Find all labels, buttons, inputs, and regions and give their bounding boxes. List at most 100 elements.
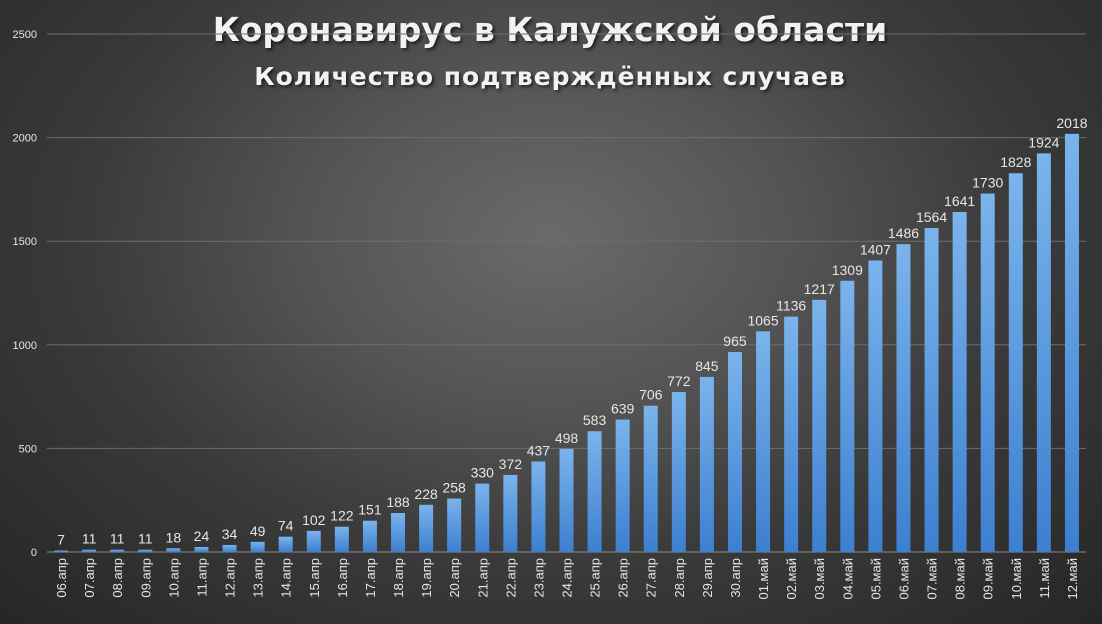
data-label: 498 [555,430,579,446]
x-tick-label: 29.апр [700,558,715,598]
x-tick-label: 08.май [953,558,968,600]
bar-06.апр [54,550,69,552]
x-tick-label: 01.май [756,558,771,600]
x-tick-label: 02.май [784,558,799,600]
bar-10.апр [166,548,181,552]
x-tick-label: 14.апр [279,558,294,598]
data-label: 1641 [944,193,975,209]
x-tick-label: 09.апр [138,558,153,598]
y-tick-label: 0 [31,547,37,559]
bar-08.апр [110,549,125,552]
x-tick-label: 03.май [812,558,827,600]
bar-19.апр [419,504,434,552]
data-label: 34 [222,526,238,542]
bar-03.май [812,299,827,552]
bar-11.апр [194,547,209,552]
x-tick-label: 22.апр [503,558,518,598]
x-tick-label: 12.май [1065,558,1080,600]
x-tick-label: 11.май [1037,558,1052,599]
data-label: 639 [611,401,635,417]
data-label: 11 [138,531,153,547]
data-label: 49 [250,523,266,539]
data-label: 1486 [888,225,919,241]
bar-27.апр [643,405,658,552]
bar-12.апр [222,544,237,552]
bar-09.апр [138,549,153,552]
bar-20.апр [447,498,462,552]
data-label: 1924 [1028,134,1059,150]
data-label: 258 [442,480,466,496]
bar-01.май [756,331,771,552]
bar-09.май [980,193,995,552]
x-tick-label: 19.апр [419,558,434,598]
x-tick-label: 30.апр [728,558,743,598]
x-tick-label: 28.апр [672,558,687,598]
bar-06.май [896,244,911,552]
bar-30.апр [727,352,742,552]
bar-15.апр [306,530,321,552]
data-label: 1730 [972,175,1003,191]
bar-29.апр [699,376,714,552]
data-label: 151 [358,502,382,518]
data-label: 1136 [776,298,806,314]
data-label: 1217 [804,281,835,297]
y-tick-label: 1000 [13,340,37,352]
x-tick-label: 26.апр [616,558,631,598]
data-label: 845 [695,358,719,374]
bar-13.апр [250,541,265,552]
bar-11.май [1036,153,1051,552]
y-tick-label: 500 [19,443,37,455]
data-label: 122 [330,508,354,524]
bar-07.апр [82,549,97,552]
x-tick-label: 18.апр [391,558,406,598]
data-label: 11 [110,531,125,547]
x-tick-label: 10.май [1009,558,1024,600]
x-tick-label: 06.апр [54,558,69,598]
data-label: 188 [386,494,410,510]
bar-02.май [784,316,799,552]
bar-12.май [1064,133,1079,552]
x-tick-label: 12.апр [223,558,238,598]
x-tick-label: 20.апр [447,558,462,598]
x-tick-label: 15.апр [307,558,322,598]
x-tick-label: 13.апр [251,558,266,598]
data-label: 372 [499,456,523,472]
data-label: 437 [527,442,551,458]
y-tick-label: 2500 [13,29,37,41]
x-tick-label: 16.апр [335,558,350,598]
y-tick-label: 2000 [13,133,37,145]
bar-23.апр [531,461,546,552]
bar-17.апр [362,520,377,552]
x-tick-label: 27.апр [644,558,659,598]
bar-18.апр [391,513,406,552]
x-tick-label: 07.апр [82,558,97,598]
bar-05.май [868,260,883,552]
bar-08.май [952,211,967,552]
x-tick-label: 09.май [981,558,996,600]
x-tick-label: 05.май [868,558,883,600]
bar-14.апр [278,536,293,552]
x-tick-label: 24.апр [560,558,575,598]
data-label: 1407 [860,241,891,257]
x-tick-label: 23.апр [531,558,546,598]
x-tick-label: 07.май [925,558,940,600]
x-tick-label: 06.май [896,558,911,600]
data-label: 772 [667,373,691,389]
data-label: 706 [639,387,663,403]
chart-title: Коронавирус в Калужской области [212,10,888,49]
data-label: 965 [723,333,747,349]
y-tick-label: 1500 [13,236,37,248]
bar-22.апр [503,474,518,552]
data-label: 11 [82,531,97,547]
chart-subtitle: Количество подтверждённых случаев [254,62,846,91]
data-label: 7 [57,532,65,548]
data-label: 18 [166,529,182,545]
data-label: 74 [278,518,294,534]
data-label: 1065 [747,312,778,328]
bar-04.май [840,280,855,552]
x-tick-label: 17.апр [363,558,378,598]
bar-24.апр [559,448,574,552]
data-label: 1564 [916,209,947,225]
